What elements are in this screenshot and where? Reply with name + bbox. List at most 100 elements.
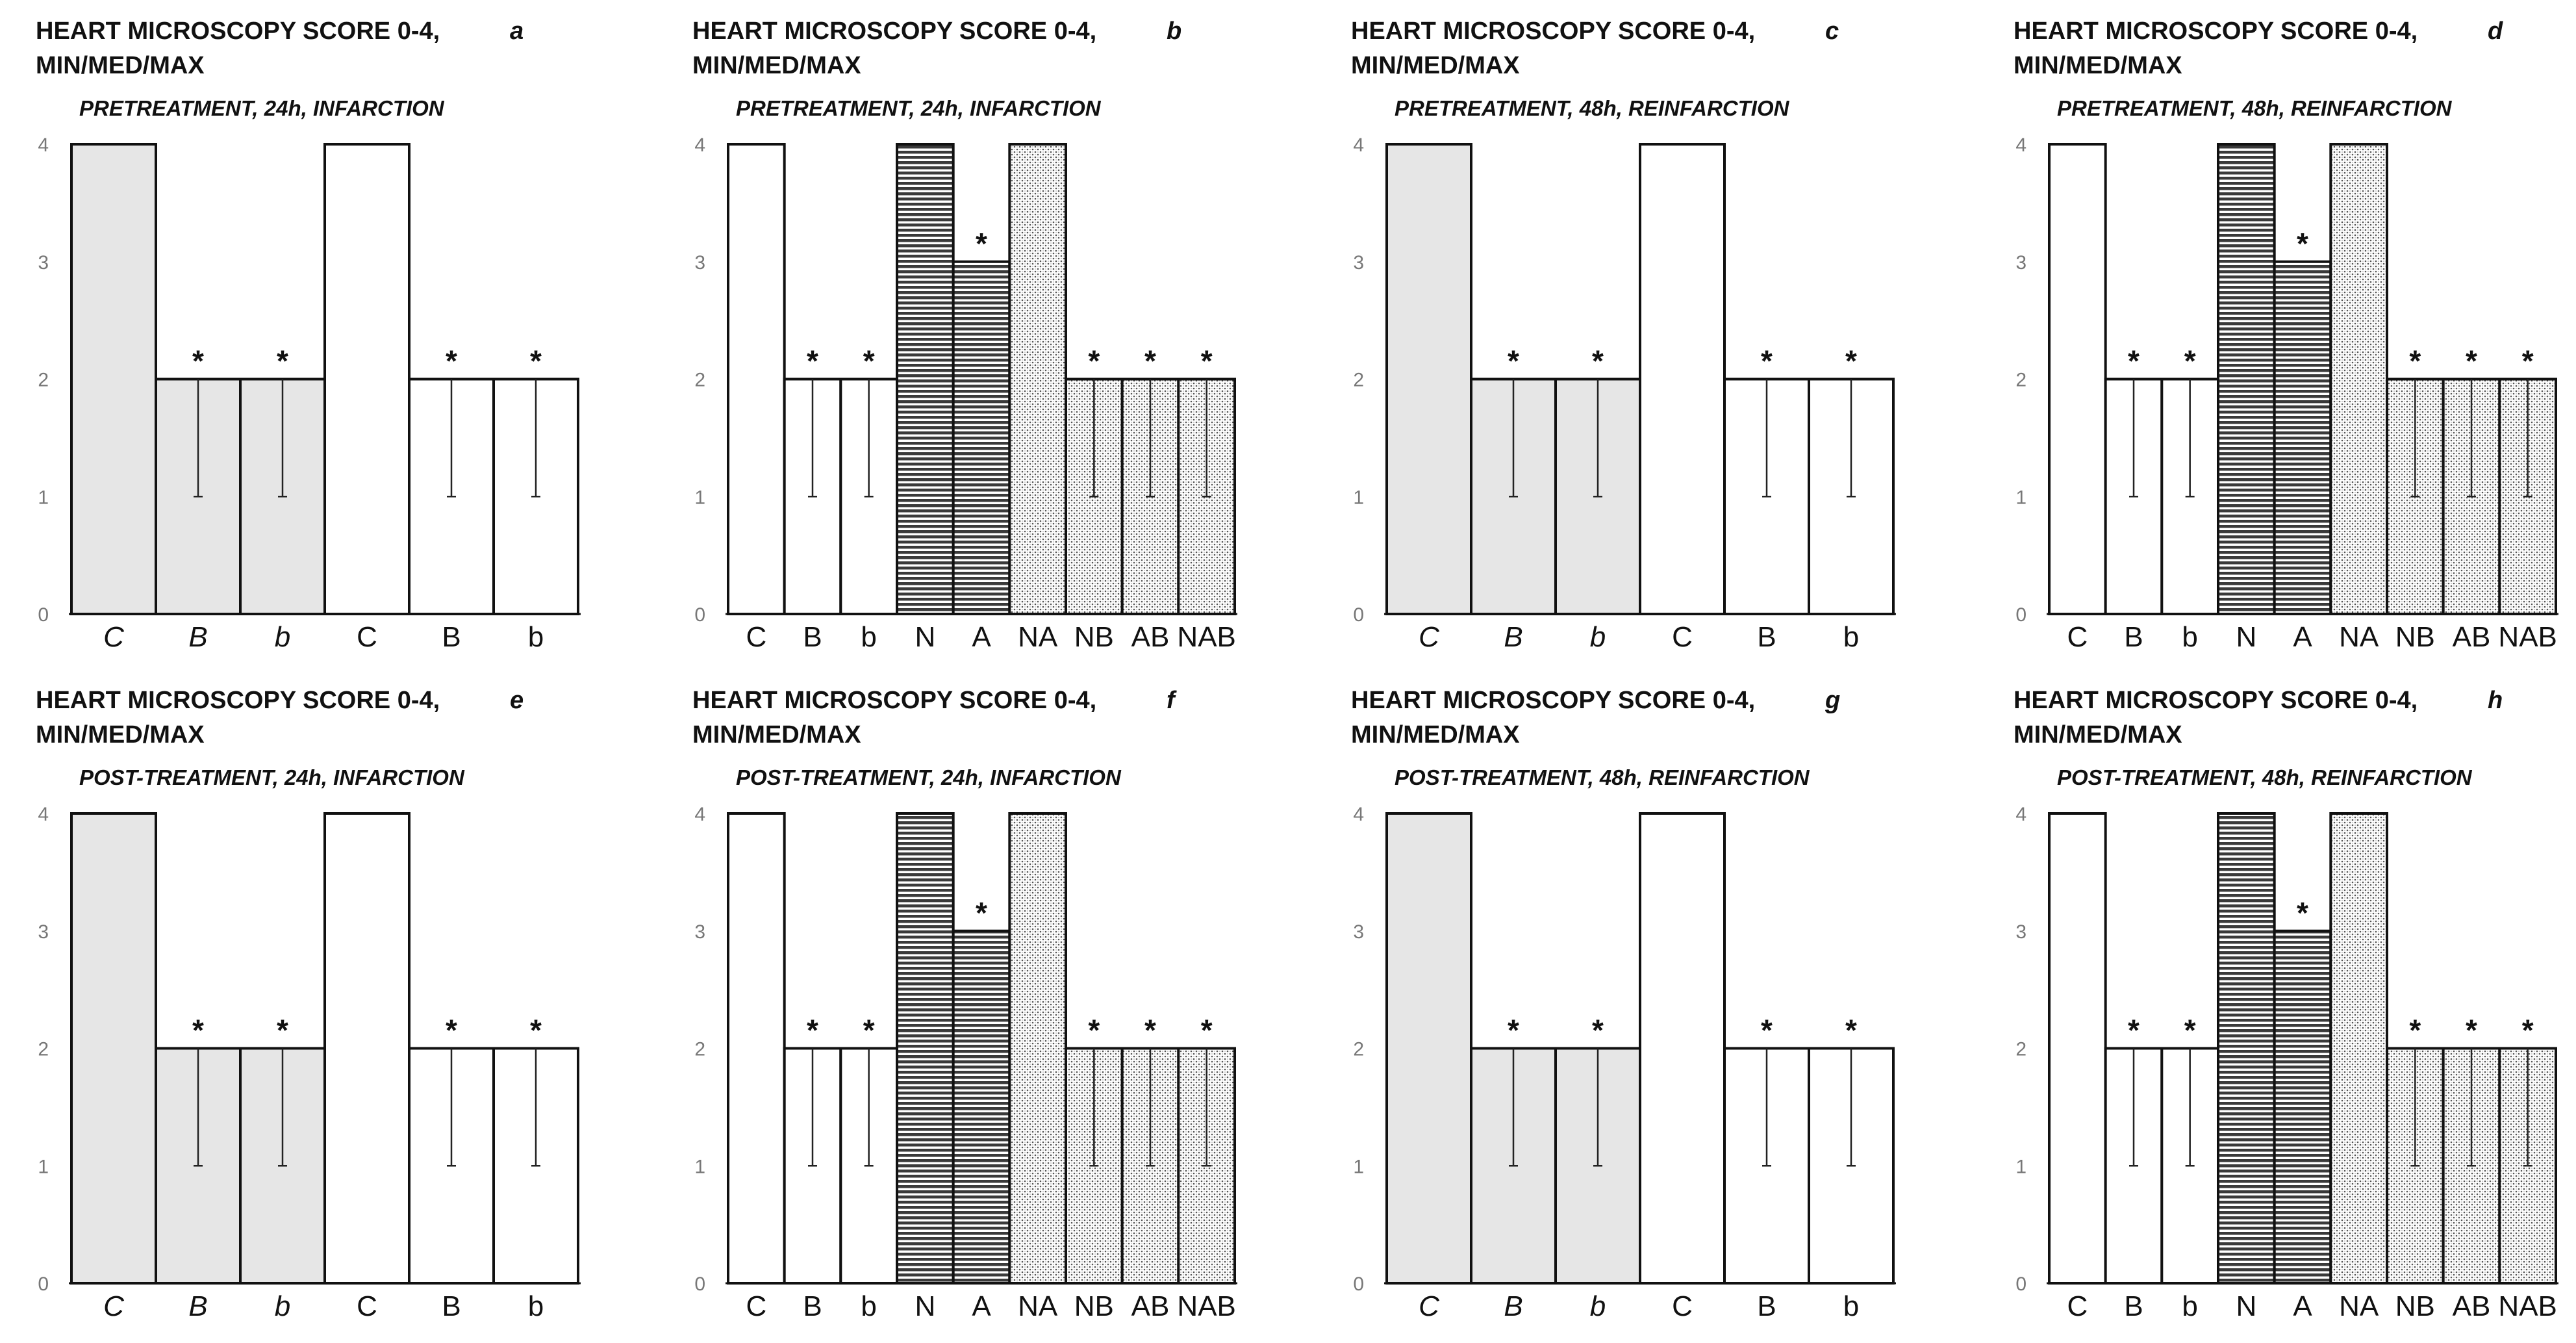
significance-asterisk: * — [1088, 344, 1100, 378]
chart-title-line2: MIN/MED/MAX — [692, 721, 861, 748]
significance-asterisk: * — [1088, 1014, 1100, 1047]
y-tick-label: 1 — [38, 1156, 49, 1177]
y-tick-label: 2 — [694, 1039, 705, 1060]
y-tick-label: 0 — [38, 604, 49, 626]
bar-C — [1639, 812, 1726, 1285]
x-tick-label: B — [1757, 1290, 1776, 1322]
x-tick-label: C — [2067, 621, 2088, 653]
chart-subtitle: POST-TREATMENT, 48h, REINFARCTION — [1395, 765, 1810, 789]
x-tick-label: NAB — [2498, 1290, 2557, 1322]
y-tick-label: 4 — [1353, 804, 1364, 825]
bar-C — [1385, 143, 1472, 615]
bar-C — [2048, 143, 2107, 615]
y-tick-label: 1 — [2015, 1156, 2027, 1177]
significance-asterisk: * — [1845, 1014, 1857, 1047]
y-tick-label: 3 — [38, 252, 49, 274]
chart-panel-g: HEART MICROSCOPY SCORE 0-4, MIN/MED/MAX g P… — [1351, 687, 1896, 1322]
chart-subtitle: PRETREATMENT, 24h, INFARCTION — [79, 96, 445, 120]
x-tick-label: C — [103, 621, 125, 653]
chart-subtitle: POST-TREATMENT, 24h, INFARCTION — [79, 765, 465, 789]
y-tick-label: 2 — [2015, 1039, 2027, 1060]
chart-title: HEART MICROSCOPY SCORE 0-4, — [1351, 18, 1755, 45]
significance-asterisk: * — [1761, 344, 1773, 378]
chart-panel-e: HEART MICROSCOPY SCORE 0-4, MIN/MED/MAX e P… — [36, 687, 581, 1322]
chart-subtitle: POST-TREATMENT, 48h, REINFARCTION — [2057, 765, 2473, 789]
x-tick-label: B — [1504, 1290, 1522, 1322]
bar-A — [2273, 260, 2332, 615]
panel-letter: f — [1167, 687, 1177, 714]
bar-N — [896, 812, 955, 1285]
significance-asterisk: * — [807, 344, 818, 378]
x-tick-label: B — [1504, 621, 1522, 653]
x-tick-label: C — [1672, 621, 1693, 653]
y-tick-label: 3 — [1353, 921, 1364, 943]
x-tick-label: C — [357, 621, 377, 653]
bar-C — [70, 143, 157, 615]
chart-panel-f: HEART MICROSCOPY SCORE 0-4, MIN/MED/MAX f P… — [692, 687, 1237, 1322]
significance-asterisk: * — [2184, 1014, 2196, 1047]
chart-title-line2: MIN/MED/MAX — [2014, 721, 2182, 748]
x-tick-label: B — [188, 1290, 207, 1322]
bar-C — [70, 812, 157, 1285]
chart-title: HEART MICROSCOPY SCORE 0-4, — [36, 687, 440, 714]
x-tick-label: N — [2236, 621, 2256, 653]
x-tick-label: C — [1419, 1290, 1440, 1322]
significance-asterisk: * — [1201, 1014, 1213, 1047]
significance-asterisk: * — [863, 344, 875, 378]
chart-subtitle: PRETREATMENT, 48h, REINFARCTION — [2057, 96, 2453, 120]
y-tick-label: 2 — [2015, 370, 2027, 391]
significance-asterisk: * — [2409, 1014, 2421, 1047]
x-tick-label: NA — [2339, 1290, 2379, 1322]
significance-asterisk: * — [2466, 1014, 2477, 1047]
x-tick-label: B — [1757, 621, 1776, 653]
x-tick-label: C — [1419, 621, 1440, 653]
bar-A — [952, 929, 1011, 1285]
bar-C — [323, 143, 410, 615]
significance-asterisk: * — [277, 344, 288, 378]
bar-NA — [1008, 812, 1068, 1285]
y-tick-label: 4 — [1353, 134, 1364, 156]
bar-N — [2217, 143, 2276, 615]
x-tick-label: b — [528, 621, 544, 653]
x-tick-label: A — [2293, 621, 2312, 653]
y-tick-label: 1 — [694, 1156, 705, 1177]
chart-title: HEART MICROSCOPY SCORE 0-4, — [692, 687, 1096, 714]
bar-C — [1639, 143, 1726, 615]
y-tick-label: 0 — [2015, 1273, 2027, 1295]
x-tick-label: B — [803, 1290, 822, 1322]
x-tick-label: b — [2182, 1290, 2197, 1322]
chart-title: HEART MICROSCOPY SCORE 0-4, — [2014, 687, 2418, 714]
chart-subtitle: POST-TREATMENT, 24h, INFARCTION — [736, 765, 1122, 789]
significance-asterisk: * — [2522, 1014, 2534, 1047]
significance-asterisk: * — [1761, 1014, 1773, 1047]
panel-letter: h — [2488, 687, 2503, 714]
panel-letter: g — [1825, 687, 1840, 714]
y-tick-label: 3 — [694, 921, 705, 943]
x-tick-label: b — [275, 1290, 290, 1322]
x-tick-label: A — [2293, 1290, 2312, 1322]
x-tick-label: b — [861, 621, 876, 653]
significance-asterisk: * — [192, 1014, 204, 1047]
chart-subtitle: PRETREATMENT, 48h, REINFARCTION — [1395, 96, 1790, 120]
y-tick-label: 1 — [1353, 487, 1364, 508]
panel-letter: c — [1825, 18, 1839, 45]
y-tick-label: 3 — [1353, 252, 1364, 274]
x-tick-label: b — [2182, 621, 2197, 653]
x-tick-label: NAB — [1177, 621, 1235, 653]
significance-asterisk: * — [1592, 344, 1604, 378]
y-tick-label: 3 — [694, 252, 705, 274]
x-tick-label: NA — [1018, 621, 1058, 653]
x-tick-label: NAB — [2498, 621, 2557, 653]
bar-A — [2273, 929, 2332, 1285]
x-tick-label: b — [861, 1290, 876, 1322]
x-tick-label: b — [1590, 621, 1606, 653]
y-tick-label: 0 — [38, 1273, 49, 1295]
significance-asterisk: * — [192, 344, 204, 378]
significance-asterisk: * — [2128, 344, 2140, 378]
y-tick-label: 0 — [694, 1273, 705, 1295]
y-tick-label: 4 — [38, 804, 49, 825]
x-tick-label: AB — [1131, 1290, 1170, 1322]
chart-title-line2: MIN/MED/MAX — [692, 52, 861, 79]
x-tick-label: NAB — [1177, 1290, 1235, 1322]
chart-panel-c: HEART MICROSCOPY SCORE 0-4, MIN/MED/MAX c P… — [1351, 18, 1896, 653]
